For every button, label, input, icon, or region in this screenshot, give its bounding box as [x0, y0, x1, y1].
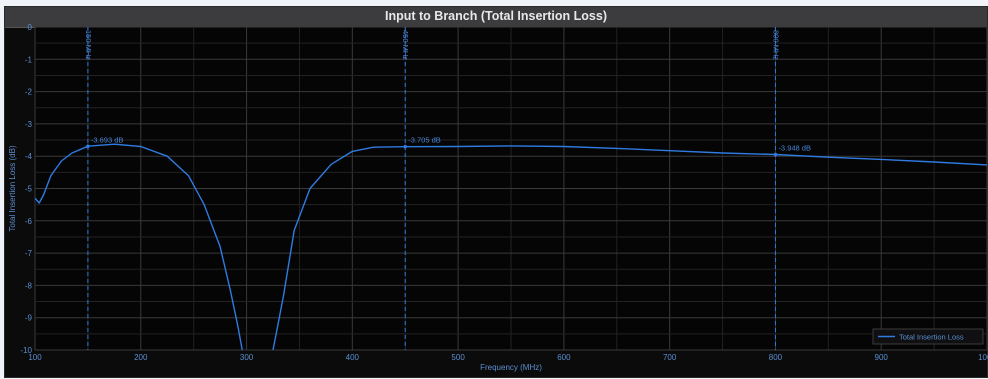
- x-tick-label: 1000: [978, 353, 988, 362]
- legend-box: [872, 328, 984, 345]
- x-tick-label: 600: [557, 353, 571, 362]
- marker-point: [773, 152, 778, 157]
- plot-svg[interactable]: 0 -1 -2 -3 -4 -5 -6 -7 -8 -9 -10 100 200 300 400 500 60…: [5, 7, 988, 379]
- y-tick-labels: 0 -1 -2 -3 -4 -5 -6 -7 -8 -9 -10: [20, 23, 32, 355]
- x-tick-label: 200: [134, 353, 148, 362]
- marker-value-label: -3.948 dB: [778, 144, 811, 153]
- chart-title: Input to Branch (Total Insertion Loss): [385, 9, 607, 23]
- series-layer: [35, 143, 987, 350]
- x-tick-label: 100: [28, 353, 42, 362]
- markers-layer: 150 MHz -3.693 dB 450 MHz -3.705 dB 800 MHz -…: [84, 27, 811, 350]
- y-axis-label: Total Insertion Loss (dB): [8, 145, 17, 232]
- y-tick-label: -4: [25, 152, 33, 161]
- x-tick-label: 700: [663, 353, 677, 362]
- x-tick-label: 500: [451, 353, 465, 362]
- marker-frequency-label: 800 MHz: [771, 30, 780, 60]
- grid: [34, 26, 988, 351]
- y-tick-label: -10: [20, 346, 32, 355]
- y-tick-label: -7: [25, 249, 33, 258]
- legend-label-total-insertion-loss: Total Insertion Loss: [899, 333, 964, 342]
- y-tick-label: -8: [25, 281, 33, 290]
- chart-panel: Input to Branch (Total Insertion Loss) 0…: [4, 6, 988, 378]
- y-tick-label: -1: [25, 55, 33, 64]
- x-tick-labels: 100 200 300 400 500 600 700 800 900 1000: [28, 353, 988, 362]
- y-tick-label: -5: [25, 185, 33, 194]
- y-tick-label: -3: [25, 120, 33, 129]
- x-tick-label: 300: [240, 353, 254, 362]
- x-tick-label: 800: [769, 353, 783, 362]
- x-tick-label: 900: [875, 353, 889, 362]
- y-tick-label: -2: [25, 88, 33, 97]
- marker-frequency-label: 150 MHz: [84, 30, 93, 60]
- y-tick-label: -6: [25, 217, 33, 226]
- legend[interactable]: Total Insertion Loss: [872, 328, 984, 345]
- marker-point: [403, 144, 408, 149]
- series-line-total-insertion-loss: [35, 143, 987, 350]
- marker-point: [86, 144, 90, 149]
- y-tick-label: -9: [25, 314, 33, 323]
- marker-value-label: -3.693 dB: [91, 135, 124, 144]
- x-axis-label: Frequency (MHz): [480, 363, 542, 372]
- marker-frequency-label: 450 MHz: [401, 30, 410, 60]
- y-tick-label: 0: [28, 23, 33, 32]
- marker-value-label: -3.705 dB: [408, 136, 441, 145]
- x-tick-label: 400: [346, 353, 360, 362]
